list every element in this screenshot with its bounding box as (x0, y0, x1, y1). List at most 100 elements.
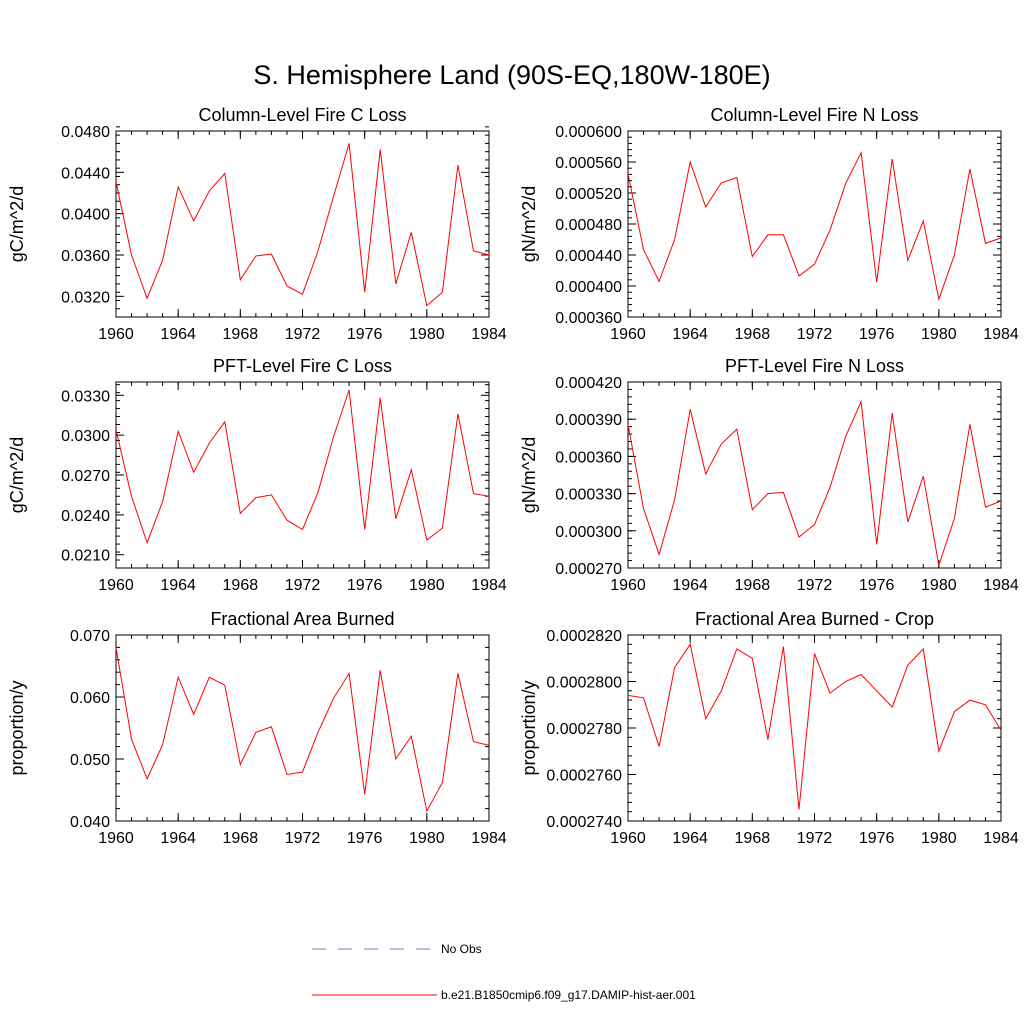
y-tick-label: 0.000440 (555, 248, 622, 265)
y-tick-label: 0.000330 (555, 487, 622, 504)
y-tick-label: 0.000270 (555, 561, 622, 578)
panel-title: Fractional Area Burned - Crop (695, 609, 934, 629)
legend-label-no-obs: No Obs (441, 942, 482, 956)
plot-frame (115, 130, 490, 318)
y-axis-label: gC/m^2/d (7, 437, 27, 513)
plot-frame (627, 381, 1002, 569)
x-tick-label: 1984 (983, 577, 1019, 594)
x-tick-label: 1972 (285, 326, 321, 343)
panel-1: Column-Level Fire C Loss gC/m^2/d 1960 1964… (7, 105, 507, 343)
x-tick-label: 1964 (160, 577, 196, 594)
x-tick-label: 1980 (409, 830, 445, 847)
x-tick-label: 1968 (223, 577, 259, 594)
x-tick-label: 1960 (98, 577, 134, 594)
y-tick-label: 0.0002800 (546, 675, 622, 692)
series-line (627, 150, 1002, 302)
y-axis-label: proportion/y (7, 680, 27, 775)
x-tick-label: 1960 (610, 326, 646, 343)
x-tick-label: 1984 (983, 830, 1019, 847)
y-tick-label: 0.000360 (555, 449, 622, 466)
x-tick-label: 1964 (672, 577, 708, 594)
y-tick-label: 0.0440 (61, 165, 110, 182)
panel-title: PFT-Level Fire N Loss (725, 356, 904, 376)
y-tick-label: 0.0330 (61, 388, 110, 405)
x-tick-label: 1964 (160, 830, 196, 847)
x-tick-label: 1980 (921, 577, 957, 594)
y-tick-label: 0.000560 (555, 155, 622, 172)
panels: Column-Level Fire C Loss gC/m^2/d 1960 1964… (7, 105, 1019, 847)
panel-title: Fractional Area Burned (210, 609, 394, 629)
x-tick-label: 1964 (672, 326, 708, 343)
y-tick-label: 0.060 (70, 690, 110, 707)
series-line (115, 647, 490, 813)
y-axis-label: gN/m^2/d (519, 186, 539, 262)
y-tick-label: 0.0400 (61, 207, 110, 224)
x-tick-label: 1984 (471, 577, 507, 594)
x-tick-label: 1968 (735, 830, 771, 847)
y-tick-label: 0.0320 (61, 289, 110, 306)
x-tick-label: 1972 (797, 326, 833, 343)
x-tick-label: 1976 (859, 326, 895, 343)
x-tick-label: 1984 (471, 830, 507, 847)
y-tick-label: 0.0240 (61, 508, 110, 525)
x-tick-label: 1968 (735, 326, 771, 343)
x-tick-label: 1972 (285, 830, 321, 847)
y-tick-label: 0.070 (70, 628, 110, 645)
y-tick-label: 0.0270 (61, 468, 110, 485)
x-tick-label: 1976 (859, 830, 895, 847)
y-tick-label: 0.0480 (61, 124, 110, 141)
x-tick-label: 1960 (610, 830, 646, 847)
y-tick-label: 0.000480 (555, 217, 622, 234)
x-tick-label: 1976 (347, 577, 383, 594)
y-tick-label: 0.000300 (555, 524, 622, 541)
x-tick-label: 1968 (223, 326, 259, 343)
legend: No Obs b.e21.B1850cmip6.f09_g17.DAMIP-hi… (312, 942, 696, 1002)
y-tick-label: 0.0002820 (546, 628, 622, 645)
panel-title: PFT-Level Fire C Loss (213, 356, 392, 376)
x-tick-label: 1960 (610, 577, 646, 594)
y-axis-label: gC/m^2/d (7, 186, 27, 262)
legend-label-model: b.e21.B1850cmip6.f09_g17.DAMIP-hist-aer.… (441, 988, 696, 1002)
y-tick-label: 0.0002760 (546, 768, 622, 785)
figure-title: S. Hemisphere Land (90S-EQ,180W-180E) (253, 60, 770, 90)
panel-5: Fractional Area Burned proportion/y 1960 19… (7, 609, 507, 847)
y-tick-label: 0.040 (70, 814, 110, 831)
y-tick-label: 0.000360 (555, 310, 622, 327)
y-tick-label: 0.000400 (555, 279, 622, 296)
x-tick-label: 1984 (471, 326, 507, 343)
y-tick-label: 0.050 (70, 752, 110, 769)
x-tick-label: 1976 (347, 326, 383, 343)
panel-4: PFT-Level Fire N Loss gN/m^2/d 1960 1964 196… (519, 356, 1019, 594)
y-tick-label: 0.0210 (61, 548, 110, 565)
x-tick-label: 1980 (921, 830, 957, 847)
x-tick-label: 1960 (98, 830, 134, 847)
y-tick-label: 0.000420 (555, 375, 622, 392)
y-axis-label: proportion/y (519, 680, 539, 775)
y-tick-label: 0.000600 (555, 124, 622, 141)
x-tick-label: 1972 (797, 577, 833, 594)
x-tick-label: 1964 (160, 326, 196, 343)
x-tick-label: 1968 (223, 830, 259, 847)
x-tick-label: 1984 (983, 326, 1019, 343)
panel-2: Column-Level Fire N Loss gN/m^2/d 1960 1964… (519, 105, 1019, 343)
series-line (627, 399, 1002, 566)
x-tick-label: 1976 (347, 830, 383, 847)
x-tick-label: 1960 (98, 326, 134, 343)
y-tick-label: 0.0002740 (546, 814, 622, 831)
series-line (627, 643, 1002, 810)
panel-6: Fractional Area Burned - Crop proportion/… (519, 609, 1019, 847)
x-tick-label: 1968 (735, 577, 771, 594)
plot-frame (115, 381, 490, 569)
x-tick-label: 1972 (797, 830, 833, 847)
x-tick-label: 1980 (921, 326, 957, 343)
series-line (115, 389, 490, 545)
plot-frame (627, 130, 1002, 318)
x-tick-label: 1972 (285, 577, 321, 594)
y-tick-label: 0.000390 (555, 412, 622, 429)
x-tick-label: 1976 (859, 577, 895, 594)
panel-3: PFT-Level Fire C Loss gC/m^2/d 1960 1964 196… (7, 356, 507, 594)
x-tick-label: 1980 (409, 326, 445, 343)
panel-title: Column-Level Fire C Loss (198, 105, 406, 125)
plot-frame (115, 634, 490, 822)
